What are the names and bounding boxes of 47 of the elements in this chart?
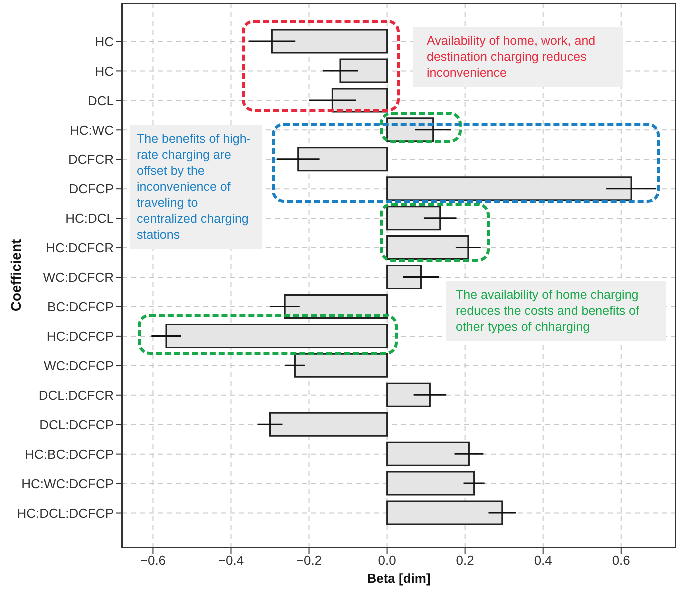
bar	[270, 412, 388, 437]
bar	[271, 29, 388, 54]
bar	[386, 500, 504, 526]
y-tick-label: HC:DCFCP	[46, 329, 114, 344]
note-panel: The benefits of high-rate charging are offset by the inconvenience of traveling to centralized charging stations	[130, 125, 262, 249]
y-tick-label: HC:BC:DCFCP	[25, 446, 114, 462]
bar	[386, 265, 422, 290]
annotation: The availability of home charging reduces the costs and benefits of other types of chharging	[456, 287, 640, 335]
y-tick-label: HC:DCL:DCFCP	[17, 506, 114, 521]
y-tick-label: HC:WC:DCFCP	[22, 476, 114, 492]
bar	[294, 353, 388, 378]
y-tick-label: BC:DCFCP	[48, 300, 114, 315]
bar	[386, 206, 442, 231]
bar	[386, 382, 431, 408]
bar	[386, 176, 632, 202]
y-tick-label: WC:DCFCR	[43, 270, 114, 286]
y-tick-label: HC	[95, 34, 114, 50]
y-tick-label: DCL	[88, 93, 114, 108]
y-axis-title: Coefficient	[8, 238, 24, 312]
x-axis-title: Beta [dim]	[367, 571, 431, 586]
x-tick-label: −0.2	[296, 553, 322, 568]
bar	[386, 442, 470, 466]
bar	[284, 294, 388, 319]
y-tick-label: DCFCR	[68, 152, 114, 168]
x-tick-label: −0.6	[140, 553, 166, 568]
x-tick-label: 0.0	[378, 553, 396, 568]
bar	[166, 324, 388, 348]
y-tick-label: HC:WC	[70, 122, 114, 138]
y-tick-label: HC:DCL	[66, 211, 114, 226]
y-tick-label: HC	[95, 64, 114, 79]
x-tick-label: 0.4	[534, 553, 552, 568]
x-tick-label: −0.4	[218, 553, 244, 568]
y-tick-label: DCL:DCFCR	[38, 388, 114, 403]
y-tick-label: WC:DCFCP	[44, 358, 114, 374]
bar	[386, 471, 476, 496]
x-tick-label: 0.6	[612, 553, 630, 568]
note-panel: The availability of home charging reduces the costs and benefits of other types of chharging	[446, 281, 666, 341]
bar	[340, 58, 388, 84]
annotation: The benefits of high-rate charging are offset by the inconvenience of traveling to centralized charging stations	[137, 131, 252, 243]
y-tick-label: DCL:DCFCP	[40, 417, 114, 432]
bar	[298, 147, 388, 172]
y-tick-label: DCFCP	[69, 182, 114, 197]
bar	[386, 236, 470, 260]
x-tick-label: 0.2	[456, 553, 474, 568]
y-tick-label: HC:DCFCR	[46, 240, 114, 256]
annotation: Availability of home, work, and destination charging reduces inconvenience	[427, 33, 597, 81]
note-panel: Availability of home, work, and destination charging reduces inconvenience	[413, 27, 623, 87]
